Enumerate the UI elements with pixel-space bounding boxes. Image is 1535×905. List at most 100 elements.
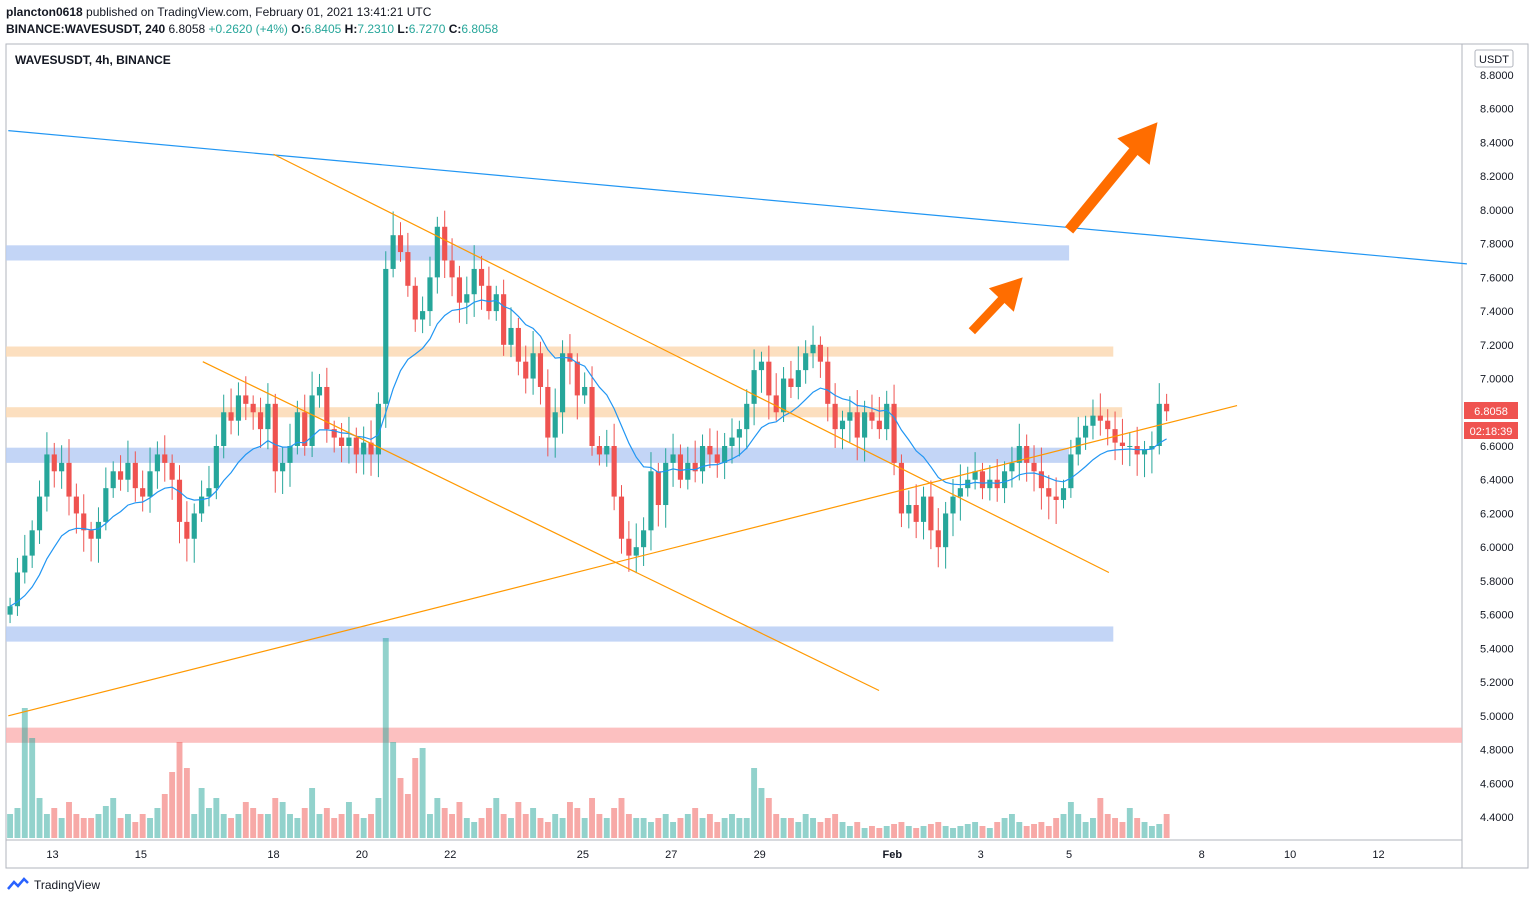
candle-body <box>898 462 905 514</box>
volume-bar <box>559 818 566 838</box>
candle-body <box>714 454 720 463</box>
volume-bar <box>110 798 117 838</box>
candle-body <box>1105 420 1111 430</box>
candle-body <box>243 395 249 404</box>
volume-bar <box>382 638 389 838</box>
candle-body <box>59 462 65 472</box>
candle-body <box>1038 471 1044 489</box>
arrows-layer <box>968 122 1158 335</box>
volume-bar <box>611 808 618 838</box>
high-value: 7.2310 <box>357 22 395 36</box>
volume-bar <box>183 768 190 838</box>
candle-body <box>14 572 21 607</box>
candle-body <box>523 361 529 379</box>
time-axis[interactable]: 13 15 18 20 22 25 27 29 Feb 3 5 8 10 12 <box>46 849 1384 861</box>
candle-body <box>582 386 588 396</box>
candle-body <box>559 353 566 413</box>
candle-body <box>699 446 706 472</box>
candle-body <box>920 496 927 522</box>
candle-body <box>501 294 507 345</box>
volume-bar <box>493 798 500 838</box>
candle-body <box>810 344 816 354</box>
zone-blue-4 <box>6 626 1114 642</box>
candle-body <box>1016 446 1022 463</box>
volume-bar <box>1023 826 1030 838</box>
volume-bar <box>927 824 934 838</box>
volume-bar <box>220 814 227 838</box>
volume-bar <box>913 828 920 838</box>
candle-body <box>950 496 956 514</box>
volume-bar <box>147 818 153 838</box>
candle-body <box>206 488 212 497</box>
price-tick-label: 5.8000 <box>1480 576 1514 588</box>
candle-body <box>876 420 882 430</box>
volume-bar <box>1067 802 1074 838</box>
volume-bar <box>1031 824 1037 838</box>
candle-body <box>420 311 426 320</box>
candle-body <box>294 412 300 446</box>
volume-bar <box>544 822 551 838</box>
volume-bar <box>891 824 898 838</box>
candle-body <box>1031 462 1037 472</box>
trendlines-layer <box>8 130 1467 717</box>
volume-bar <box>905 826 912 838</box>
candle-body <box>751 370 757 404</box>
volume-bar <box>964 824 971 838</box>
candle-body <box>825 361 831 404</box>
candle-body <box>7 606 13 615</box>
price-tick-label: 6.6000 <box>1480 441 1514 453</box>
time-tick-label: 13 <box>46 849 58 861</box>
price-tick-label: 5.0000 <box>1480 711 1514 723</box>
price-tick-label: 5.4000 <box>1480 643 1514 655</box>
zone-red-5 <box>6 727 1462 743</box>
publish-info: plancton0618 published on TradingView.co… <box>6 5 431 19</box>
volume-bar <box>692 808 699 838</box>
volume-bar <box>603 818 610 838</box>
volume-bar <box>508 818 514 838</box>
volume-bar <box>206 808 212 838</box>
candle-body <box>1119 442 1126 446</box>
publisher-name[interactable]: plancton0618 <box>6 5 83 19</box>
price-tick-label: 7.4000 <box>1480 306 1514 318</box>
volume-bar <box>640 818 647 838</box>
price-axis[interactable]: 8.8000 8.6000 8.4000 8.2000 8.0000 7.8000 7.60… <box>1480 70 1514 824</box>
candle-body <box>626 538 632 556</box>
volume-bar <box>412 758 419 838</box>
volume-bar <box>950 828 956 838</box>
volume-bar <box>316 814 323 838</box>
volume-bar <box>176 742 183 838</box>
volume-bar <box>88 818 95 838</box>
low-value: 6.7270 <box>408 22 446 36</box>
candle-body <box>1097 415 1103 421</box>
time-tick-label: Feb <box>883 849 903 861</box>
candle-body <box>427 277 433 312</box>
candle-body <box>44 454 50 497</box>
volume-bar <box>515 802 522 838</box>
candle-body <box>66 462 72 497</box>
price-tick-label: 8.2000 <box>1480 171 1514 183</box>
time-tick-label: 5 <box>1066 849 1072 861</box>
volume-bar <box>920 826 927 838</box>
candle-body <box>722 446 728 463</box>
volume-bar <box>213 798 220 838</box>
candle-body <box>132 462 138 489</box>
volume-bar <box>1008 814 1015 838</box>
time-tick-label: 27 <box>665 849 677 861</box>
time-tick-label: 8 <box>1199 849 1205 861</box>
footer-brand[interactable]: TradingView <box>6 877 100 893</box>
candle-body <box>1001 471 1008 489</box>
volume-bar <box>618 798 625 838</box>
volume-bar <box>758 788 765 838</box>
volume-bar <box>1038 822 1045 838</box>
volume-bar <box>323 808 330 838</box>
candle-body <box>1024 446 1030 463</box>
price-tick-label: 8.0000 <box>1480 205 1514 217</box>
candle-body <box>913 505 919 522</box>
candle-body <box>508 327 514 345</box>
candle-body <box>110 471 116 489</box>
candle-body <box>73 496 79 514</box>
time-tick-label: 29 <box>754 849 766 861</box>
candle-body <box>235 395 242 421</box>
candle-body <box>677 454 684 480</box>
